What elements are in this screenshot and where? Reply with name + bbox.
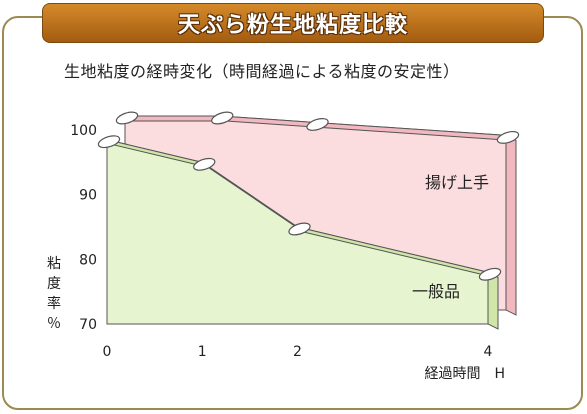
series-label-1: 一般品 (412, 282, 460, 301)
y-tick-label: 90 (79, 188, 97, 204)
x-axis-label: 経過時間 H (424, 366, 505, 382)
series-0-point-1 (211, 111, 234, 125)
x-tick-label: 1 (198, 344, 207, 360)
series-0-side (505, 134, 517, 316)
series-1-point-1 (193, 157, 216, 171)
series-1-point-2 (288, 222, 311, 236)
y-tick-label: 70 (79, 317, 97, 333)
series-0-point-0 (115, 111, 139, 125)
series-1-point-0 (97, 135, 121, 149)
y-tick-label: 100 (70, 123, 97, 139)
y-axis-label-char: 度 (47, 276, 61, 292)
x-tick-label: 0 (103, 344, 112, 360)
chart-title: 天ぷら粉生地粘度比較 (177, 13, 408, 38)
x-tick-label: 2 (293, 344, 302, 360)
series-0-point-3 (496, 130, 520, 144)
x-tick-label: 4 (484, 344, 493, 360)
y-axis-label-char: 率 (47, 295, 61, 312)
y-tick-label: 80 (79, 252, 97, 268)
title-banner: 天ぷら粉生地粘度比較 (42, 3, 544, 43)
series-1-side (487, 271, 499, 330)
series-0-point-2 (306, 118, 329, 131)
y-axis-label-char: 粘 (47, 256, 61, 272)
y-axis-label-char: ％ (47, 316, 61, 332)
chart-subtitle: 生地粘度の経時変化（時間経過による粘度の安定性） (64, 62, 460, 81)
series-label-0: 揚げ上手 (425, 173, 489, 192)
series-1-point-3 (478, 267, 502, 281)
